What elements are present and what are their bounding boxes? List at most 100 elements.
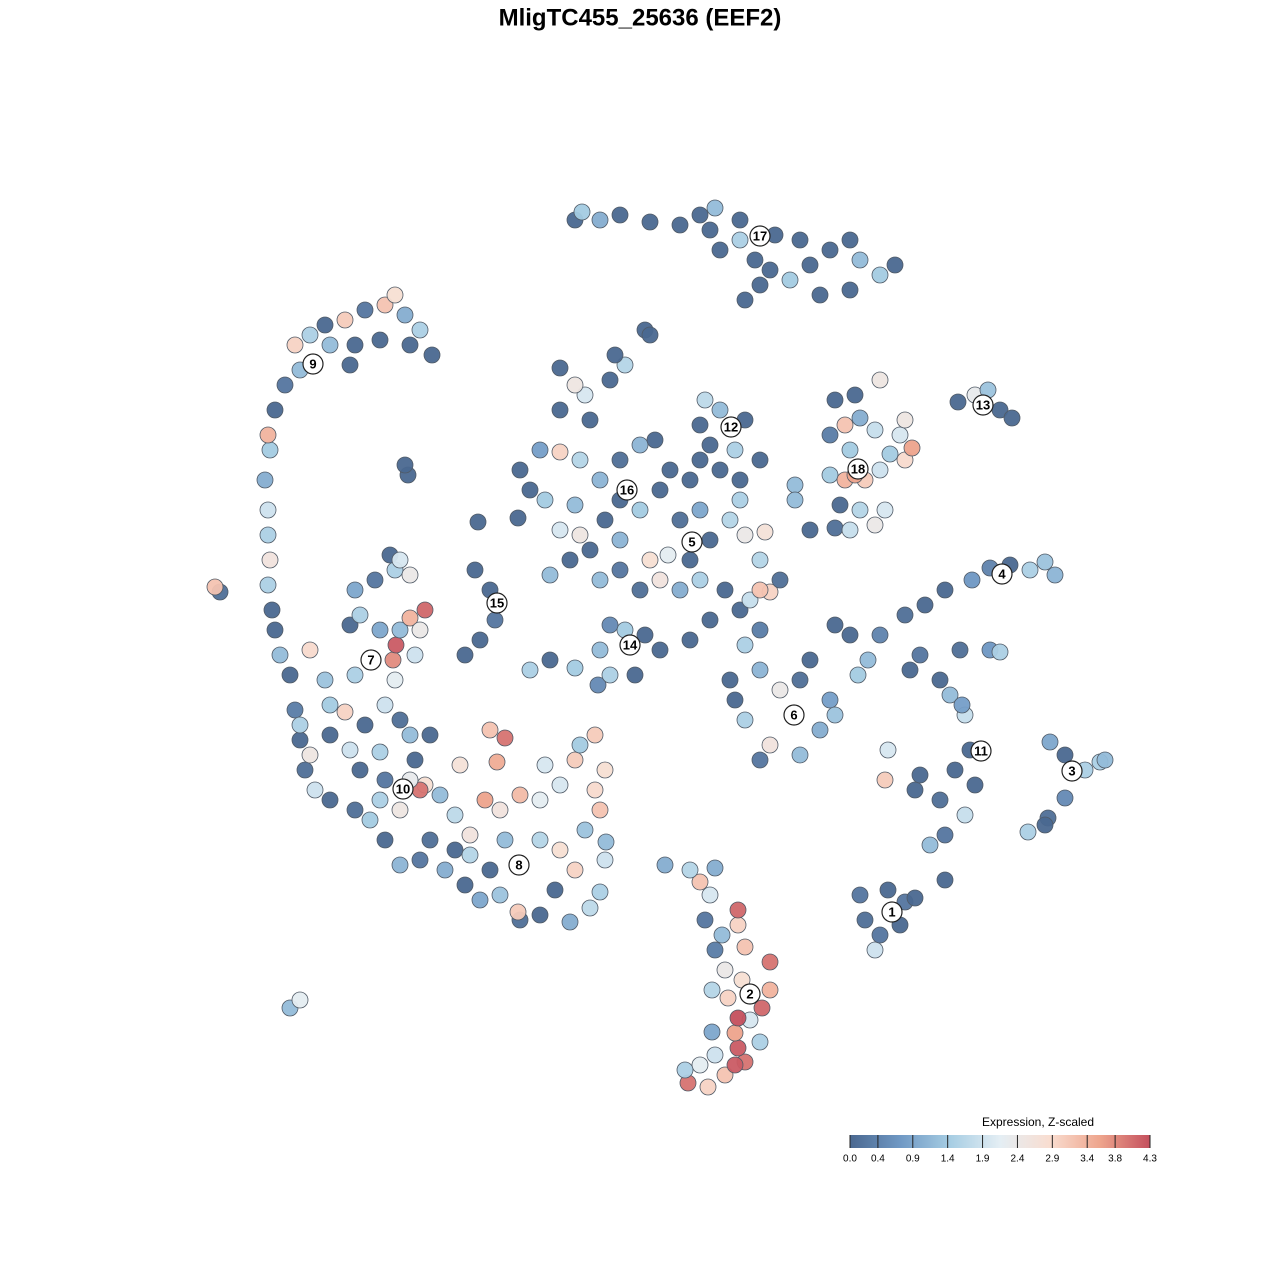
cluster-label: 5	[688, 534, 695, 549]
point	[896, 411, 914, 429]
point	[731, 491, 749, 509]
colorbar-title: Expression, Z-scaled	[982, 1115, 1094, 1129]
cluster-label: 1	[888, 904, 895, 919]
point	[566, 376, 584, 394]
point	[726, 1056, 744, 1074]
point	[916, 596, 934, 614]
point	[746, 251, 764, 269]
point	[706, 941, 724, 959]
point	[541, 566, 559, 584]
point	[259, 576, 277, 594]
point	[699, 1078, 717, 1096]
point	[321, 791, 339, 809]
point	[466, 561, 484, 579]
point	[596, 851, 614, 869]
point	[446, 806, 464, 824]
point	[736, 291, 754, 309]
point	[836, 416, 854, 434]
point	[581, 541, 599, 559]
point	[469, 513, 487, 531]
point	[963, 571, 981, 589]
point	[716, 1066, 734, 1084]
point	[361, 811, 379, 829]
point	[736, 711, 754, 729]
point	[531, 791, 549, 809]
point	[821, 466, 839, 484]
point	[771, 681, 789, 699]
point	[491, 886, 509, 904]
point	[496, 729, 514, 747]
cluster-marker	[847, 458, 869, 480]
point	[371, 331, 389, 349]
point	[371, 743, 389, 761]
point	[481, 861, 499, 879]
point	[826, 391, 844, 409]
cluster-label: 12	[724, 419, 738, 434]
colorbar-tick-label: 0.0	[843, 1154, 857, 1165]
point	[573, 203, 591, 221]
point	[711, 401, 729, 419]
point	[991, 643, 1009, 661]
point	[391, 621, 409, 639]
point	[696, 911, 714, 929]
point	[423, 346, 441, 364]
point	[761, 736, 779, 754]
point	[841, 281, 859, 299]
cluster-marker	[360, 649, 382, 671]
point	[711, 461, 729, 479]
point	[936, 826, 954, 844]
point	[1056, 789, 1074, 807]
point	[391, 551, 409, 569]
point	[676, 1061, 694, 1079]
cluster-label: 4	[998, 566, 1006, 581]
point	[956, 806, 974, 824]
point	[611, 531, 629, 549]
point	[691, 416, 709, 434]
point	[701, 886, 719, 904]
point	[641, 551, 659, 569]
point	[384, 651, 402, 669]
cluster-marker	[991, 563, 1013, 585]
point	[736, 526, 754, 544]
point	[631, 436, 649, 454]
point	[571, 451, 589, 469]
point	[656, 856, 674, 874]
point	[391, 711, 409, 729]
cluster-marker	[681, 531, 703, 553]
point	[591, 801, 609, 819]
point	[546, 881, 564, 899]
point	[681, 471, 699, 489]
point	[841, 626, 859, 644]
point	[301, 641, 319, 659]
point	[581, 411, 599, 429]
point	[641, 213, 659, 231]
point	[1046, 566, 1064, 584]
point	[531, 831, 549, 849]
point	[921, 836, 939, 854]
point	[856, 911, 874, 929]
point	[851, 886, 869, 904]
point	[1036, 553, 1054, 571]
point	[751, 581, 769, 599]
point	[1056, 746, 1074, 764]
point	[461, 826, 479, 844]
point	[406, 751, 424, 769]
cluster-label: 10	[396, 781, 410, 796]
point	[941, 686, 959, 704]
point	[751, 1033, 769, 1051]
point	[891, 426, 909, 444]
point	[903, 439, 921, 457]
point	[589, 676, 607, 694]
point	[301, 326, 319, 344]
point	[726, 691, 744, 709]
point	[871, 266, 889, 284]
point	[879, 881, 897, 899]
point	[336, 703, 354, 721]
point	[731, 211, 749, 229]
point	[691, 1056, 709, 1074]
point	[271, 646, 289, 664]
cluster-label: 3	[1068, 763, 1075, 778]
point	[791, 671, 809, 689]
point	[696, 391, 714, 409]
point	[716, 961, 734, 979]
